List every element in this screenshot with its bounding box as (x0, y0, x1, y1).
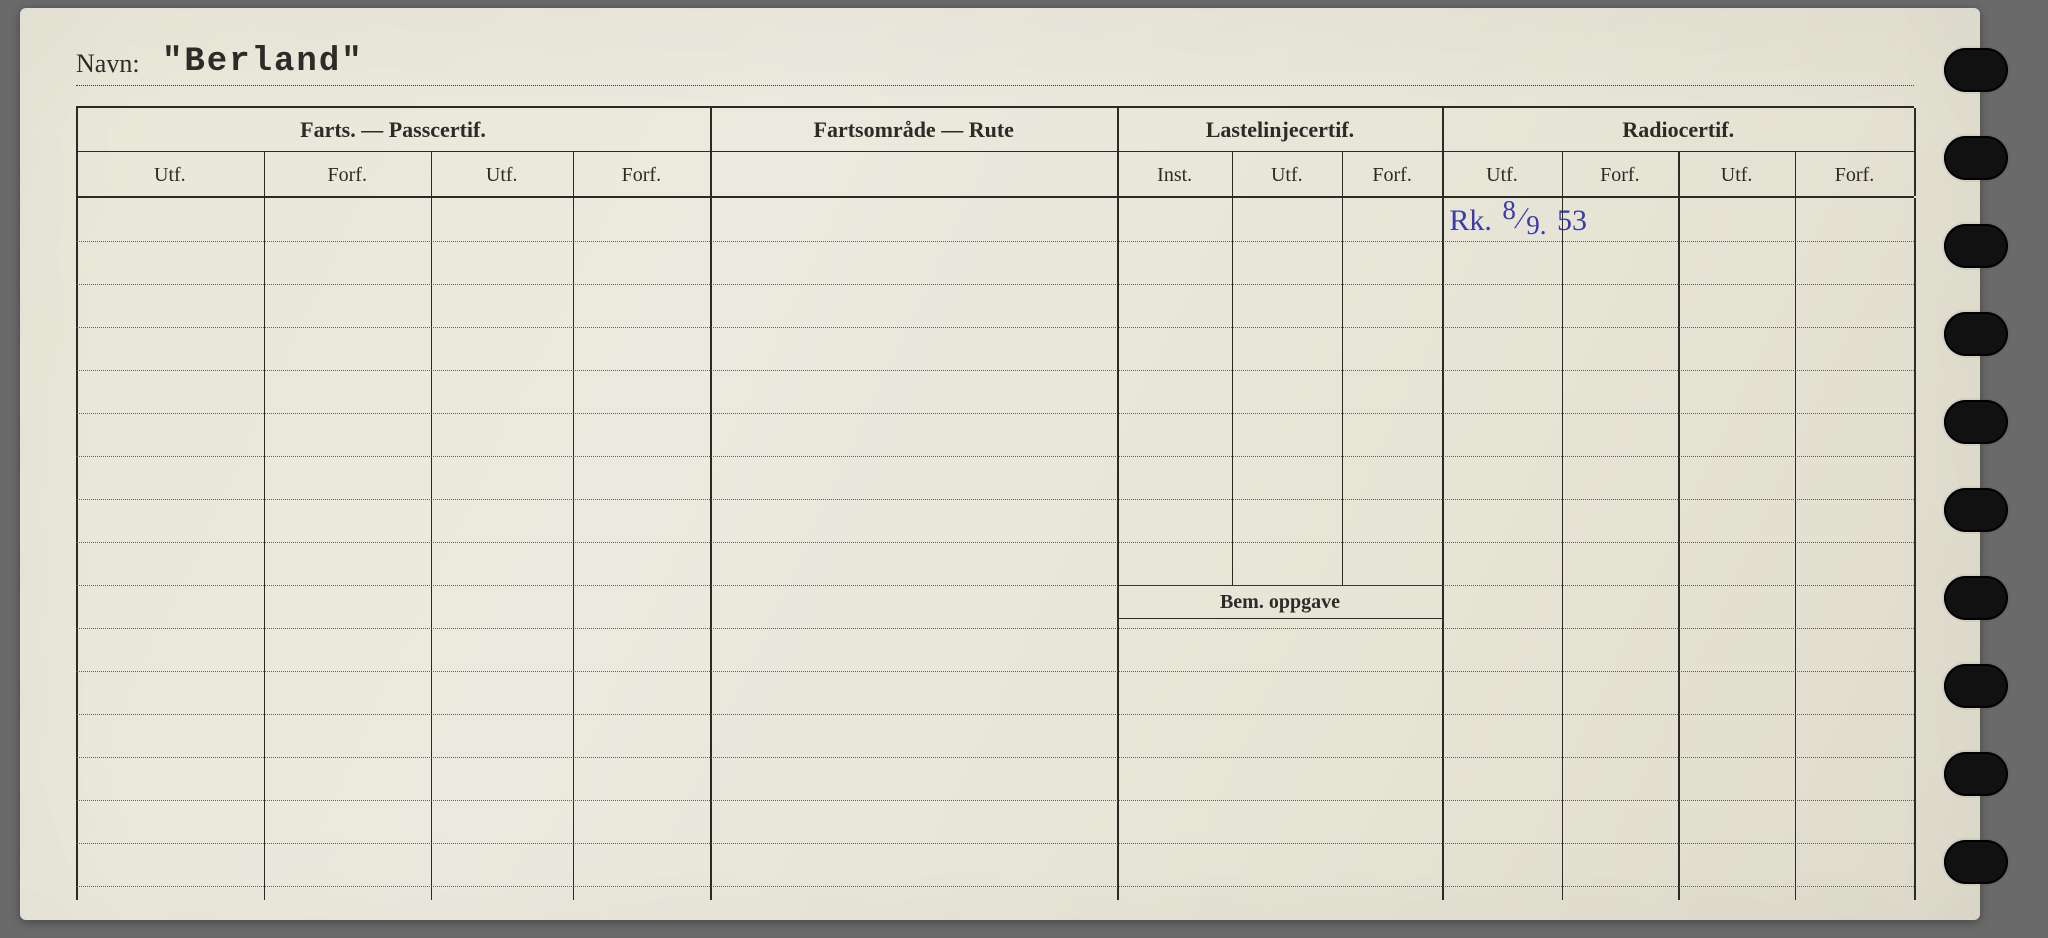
bem-oppgave-header: Bem. oppgave (1117, 585, 1442, 619)
punch-hole (1944, 136, 2008, 180)
navn-field: Navn: "Berland" (76, 32, 1914, 86)
header-group-row: Farts. — Passcertif.Fartsområde — RuteLa… (76, 108, 1914, 152)
sub-header: Forf. (264, 152, 431, 198)
card-content: Navn: "Berland" Farts. — Passcertif.Fart… (76, 32, 1914, 900)
table-row (76, 585, 1914, 586)
table-body: Bem. oppgave Rk. 8/9. 53 (76, 198, 1914, 900)
table-row (76, 628, 1914, 629)
punch-hole (1944, 48, 2008, 92)
table-row (76, 456, 1914, 457)
sub-header: Utf. (1678, 152, 1795, 198)
punch-holes (1908, 8, 2008, 920)
certificate-table: Farts. — Passcertif.Fartsområde — RuteLa… (76, 106, 1914, 900)
punch-hole (1944, 576, 2008, 620)
sub-header: Utf. (431, 152, 573, 198)
handwritten-radio-entry: Rk. 8/9. 53 (1449, 204, 1587, 238)
table-row (76, 284, 1914, 285)
table-row (76, 370, 1914, 371)
sub-header: Inst. (1117, 152, 1231, 198)
table-row (76, 499, 1914, 500)
group-header: Farts. — Passcertif. (76, 108, 710, 152)
index-card: Navn: "Berland" Farts. — Passcertif.Fart… (20, 8, 1980, 920)
punch-hole (1944, 840, 2008, 884)
sub-header: Forf. (1342, 152, 1443, 198)
sub-header: Forf. (1795, 152, 1914, 198)
sub-header: Utf. (1232, 152, 1342, 198)
table-row (76, 800, 1914, 801)
table-row (76, 241, 1914, 242)
hand-den: 9. (1526, 210, 1546, 240)
sub-header: Utf. (1442, 152, 1561, 198)
group-header: Lastelinjecertif. (1117, 108, 1442, 152)
table-header: Farts. — Passcertif.Fartsområde — RuteLa… (76, 106, 1914, 198)
table-row (76, 714, 1914, 715)
sub-header: Utf. (76, 152, 264, 198)
header-sub-row: Utf.Forf.Utf.Forf.Inst.Utf.Forf.Utf.Forf… (76, 152, 1914, 198)
sub-header: Forf. (573, 152, 710, 198)
navn-value: "Berland" (162, 43, 364, 81)
table-row (76, 413, 1914, 414)
hand-prefix: Rk. (1449, 204, 1492, 237)
punch-hole (1944, 224, 2008, 268)
table-row (76, 843, 1914, 844)
punch-hole (1944, 312, 2008, 356)
navn-label: Navn: (76, 49, 140, 79)
punch-hole (1944, 752, 2008, 796)
bem-oppgave-label: Bem. oppgave (1220, 591, 1340, 614)
sub-header: Forf. (1562, 152, 1679, 198)
table-row (76, 757, 1914, 758)
group-header: Radiocertif. (1442, 108, 1914, 152)
hand-num: 8 (1502, 195, 1516, 225)
group-header: Fartsområde — Rute (710, 108, 1117, 152)
punch-hole (1944, 400, 2008, 444)
punch-hole (1944, 488, 2008, 532)
hand-fraction: 8/9. (1502, 202, 1546, 236)
punch-hole (1944, 664, 2008, 708)
table-row (76, 327, 1914, 328)
table-row (76, 542, 1914, 543)
table-row (76, 671, 1914, 672)
table-row (76, 886, 1914, 887)
